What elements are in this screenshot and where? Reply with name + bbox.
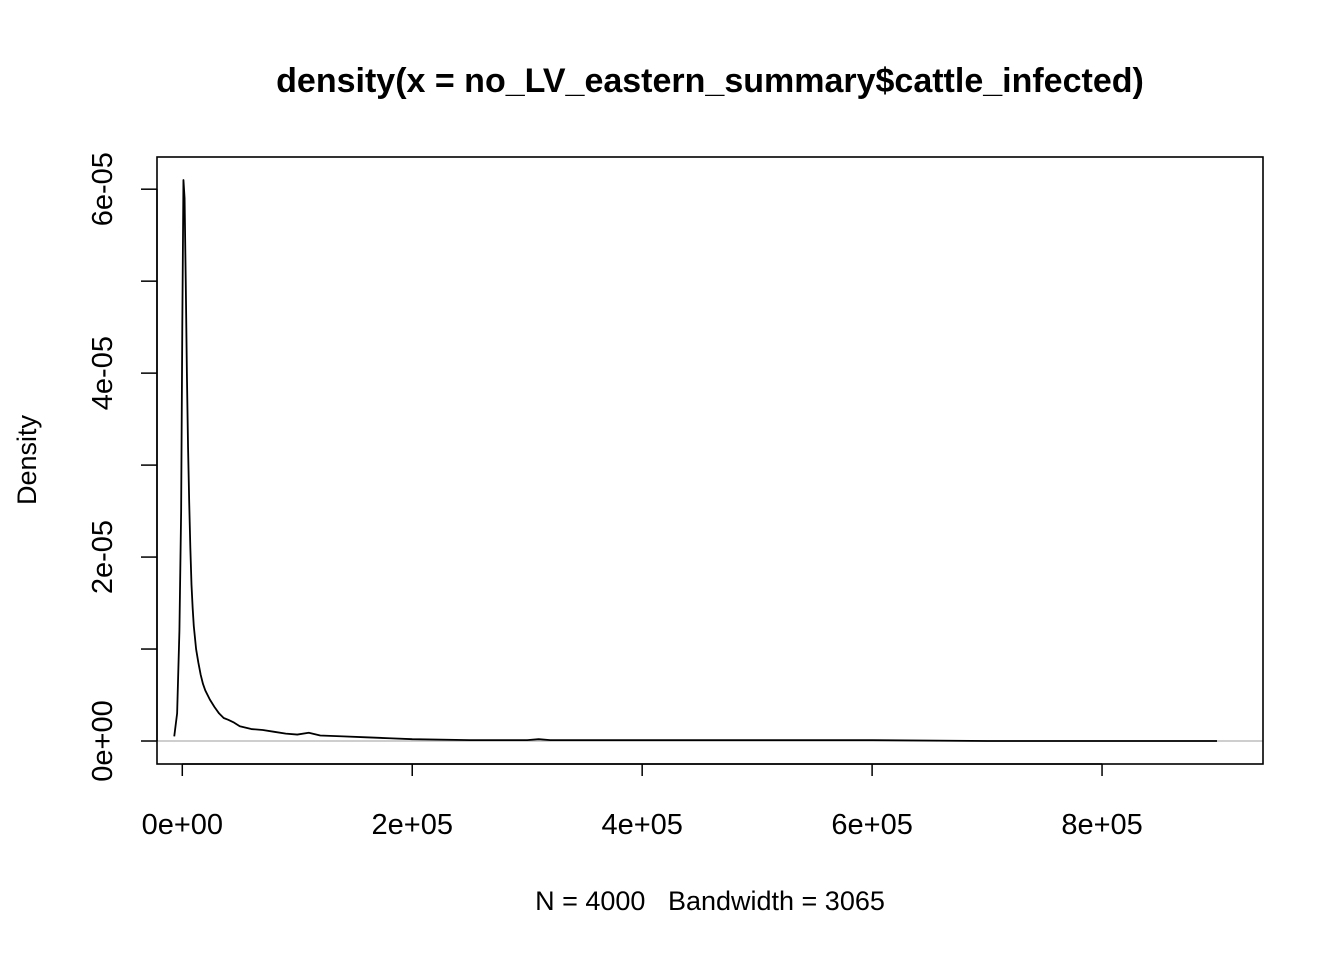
x-tick-label: 6e+05 <box>831 809 912 841</box>
x-tick-label: 8e+05 <box>1061 809 1142 841</box>
plot-frame <box>156 156 1264 765</box>
y-tick-label: 6e-05 <box>87 152 119 226</box>
y-tick-label: 0e+00 <box>87 700 119 781</box>
y-axis-label: Density <box>12 414 42 505</box>
chart-title: density(x = no_LV_eastern_summary$cattle… <box>276 62 1144 100</box>
x-tick-label: 4e+05 <box>601 809 682 841</box>
x-tick-label: 2e+05 <box>372 809 453 841</box>
y-axis: 0e+00 2e-05 4e-05 6e-05 <box>87 152 158 782</box>
x-tick-label: 0e+00 <box>142 809 223 841</box>
density-curve <box>173 179 1218 742</box>
x-axis: 0e+00 2e+05 4e+05 6e+05 8e+05 <box>142 763 1143 841</box>
y-tick-label: 2e-05 <box>87 520 119 594</box>
y-tick-label: 4e-05 <box>87 336 119 410</box>
x-axis-label: N = 4000 Bandwidth = 3065 <box>535 886 885 916</box>
